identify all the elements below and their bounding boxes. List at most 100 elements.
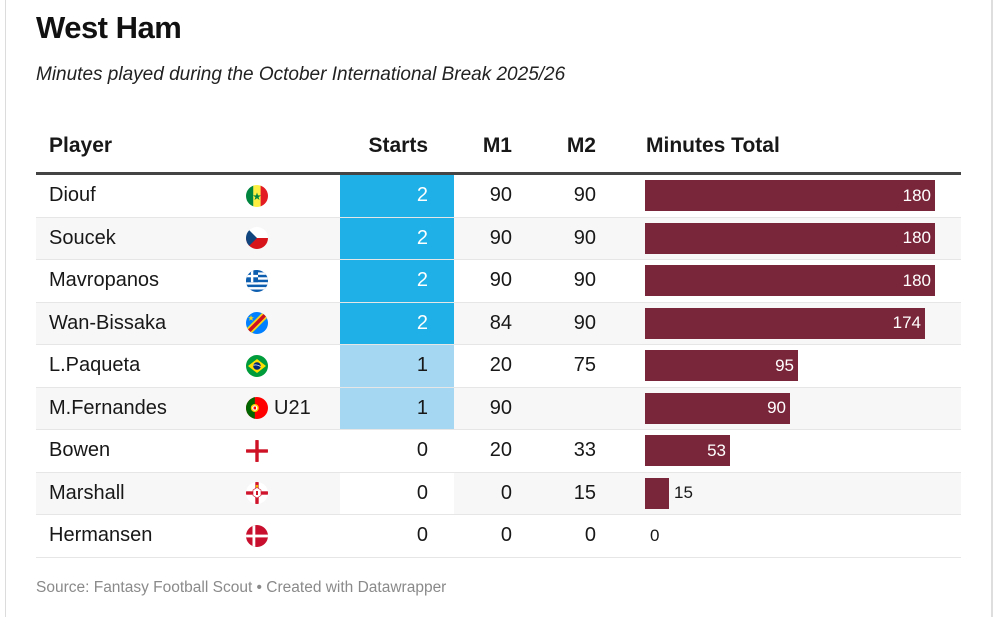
column-header-m1[interactable]: M1 bbox=[482, 134, 512, 157]
greece-flag-icon bbox=[246, 269, 268, 292]
table-row: Hermansen 0 0 0 0 bbox=[36, 515, 961, 558]
column-header-minutes-total[interactable]: Minutes Total bbox=[646, 134, 780, 157]
minutes-total-bar: 90 bbox=[645, 392, 790, 424]
minutes-total-cell: 180 bbox=[645, 175, 945, 217]
m2-minutes: 75 bbox=[573, 354, 596, 377]
nationality bbox=[246, 218, 268, 260]
minutes-total-cell: 180 bbox=[645, 218, 945, 260]
nationality: U21 bbox=[246, 388, 311, 430]
starts-value: 1 bbox=[340, 345, 454, 387]
m2-minutes: 15 bbox=[573, 481, 596, 504]
player-name: Hermansen bbox=[49, 524, 153, 547]
column-header-m2[interactable]: M2 bbox=[566, 134, 596, 157]
minutes-total-bar: 174 bbox=[645, 307, 925, 339]
u21-badge: U21 bbox=[274, 396, 311, 419]
starts-value: 0 bbox=[340, 430, 454, 472]
minutes-total-bar: 180 bbox=[645, 222, 935, 254]
minutes-total-cell: 174 bbox=[645, 303, 945, 345]
starts-value: 2 bbox=[340, 175, 454, 217]
brazil-flag-icon bbox=[246, 354, 268, 377]
nationality bbox=[246, 175, 268, 217]
m2-minutes: 0 bbox=[584, 524, 596, 547]
column-header-player[interactable]: Player bbox=[49, 134, 113, 157]
m1-minutes: 20 bbox=[489, 439, 512, 462]
nationality bbox=[246, 303, 268, 345]
table-header: Player Starts M1 M2 Minutes Total bbox=[36, 126, 961, 175]
minutes-total-cell: 0 bbox=[645, 515, 945, 557]
northern-ireland-flag-icon bbox=[246, 482, 268, 505]
m1-minutes: 20 bbox=[489, 354, 512, 377]
minutes-total-bar: 180 bbox=[645, 265, 935, 297]
table-row: Marshall 0 0 15 15 bbox=[36, 472, 961, 515]
minutes-total-value: 174 bbox=[892, 313, 921, 333]
starts-value: 2 bbox=[340, 260, 454, 302]
nationality bbox=[246, 430, 268, 472]
nationality bbox=[246, 345, 268, 387]
starts-value: 2 bbox=[340, 217, 454, 259]
table-row: Bowen 0 20 33 53 bbox=[36, 430, 961, 473]
frame-border-left bbox=[5, 0, 6, 617]
starts-value: 0 bbox=[340, 515, 454, 557]
minutes-total-cell: 90 bbox=[645, 388, 945, 430]
starts-value: 1 bbox=[340, 387, 454, 429]
minutes-total-value: 53 bbox=[707, 440, 726, 460]
m1-minutes: 0 bbox=[500, 524, 512, 547]
dr-congo-flag-icon bbox=[246, 312, 268, 335]
m1-minutes: 90 bbox=[489, 184, 512, 207]
table-row: Diouf 2 90 90 180 bbox=[36, 175, 961, 218]
source-footer: Source: Fantasy Football Scout • Created… bbox=[36, 579, 447, 596]
player-name: Soucek bbox=[49, 226, 116, 249]
m1-minutes: 0 bbox=[500, 481, 512, 504]
table-body: Diouf 2 90 90 180 Soucek 2 90 90 180 Mav… bbox=[36, 175, 961, 558]
nationality bbox=[246, 260, 268, 302]
chart-title: West Ham bbox=[36, 10, 182, 45]
player-name: Bowen bbox=[49, 439, 111, 462]
minutes-total-value: 90 bbox=[767, 398, 786, 418]
m2-minutes: 33 bbox=[573, 439, 596, 462]
portugal-flag-icon bbox=[246, 397, 268, 420]
minutes-total-bar: 180 bbox=[645, 180, 935, 212]
minutes-total-value: 180 bbox=[902, 185, 931, 205]
minutes-total-value: 180 bbox=[902, 228, 931, 248]
table-row: Mavropanos 2 90 90 180 bbox=[36, 260, 961, 303]
chart-subtitle: Minutes played during the October Intern… bbox=[36, 64, 566, 85]
m1-minutes: 90 bbox=[489, 269, 512, 292]
starts-value: 0 bbox=[340, 472, 454, 514]
m2-minutes: 90 bbox=[573, 311, 596, 334]
england-flag-icon bbox=[246, 439, 268, 462]
minutes-total-bar: 95 bbox=[645, 350, 798, 382]
minutes-total-cell: 53 bbox=[645, 430, 945, 472]
table-row: L.Paqueta 1 20 75 95 bbox=[36, 345, 961, 388]
player-name: Mavropanos bbox=[49, 269, 160, 292]
column-header-starts[interactable]: Starts bbox=[368, 134, 428, 157]
denmark-flag-icon bbox=[246, 524, 268, 547]
senegal-flag-icon bbox=[246, 184, 268, 207]
m2-minutes: 90 bbox=[573, 226, 596, 249]
minutes-total-value: 180 bbox=[902, 270, 931, 290]
minutes-table: Player Starts M1 M2 Minutes Total Diouf … bbox=[36, 126, 961, 558]
minutes-total-bar bbox=[645, 477, 669, 509]
m2-minutes: 90 bbox=[573, 184, 596, 207]
frame-border-right bbox=[991, 0, 993, 617]
minutes-total-cell: 180 bbox=[645, 260, 945, 302]
player-name: Marshall bbox=[49, 481, 125, 504]
player-name: L.Paqueta bbox=[49, 354, 141, 377]
player-name: M.Fernandes bbox=[49, 396, 167, 419]
nationality bbox=[246, 515, 268, 557]
m2-minutes: 90 bbox=[573, 269, 596, 292]
table-row: Soucek 2 90 90 180 bbox=[36, 217, 961, 260]
minutes-total-cell: 95 bbox=[645, 345, 945, 387]
table-row: Wan-Bissaka 2 84 90 174 bbox=[36, 302, 961, 345]
nationality bbox=[246, 473, 268, 515]
m2-minutes bbox=[540, 388, 596, 430]
player-name: Diouf bbox=[49, 184, 96, 207]
minutes-total-cell: 15 bbox=[645, 473, 945, 515]
starts-value: 2 bbox=[340, 302, 454, 344]
minutes-total-value: 0 bbox=[650, 525, 660, 545]
czech-republic-flag-icon bbox=[246, 227, 268, 250]
table-row: M.Fernandes U21 1 90 90 bbox=[36, 387, 961, 430]
m1-minutes: 84 bbox=[489, 311, 512, 334]
minutes-total-value: 15 bbox=[674, 483, 693, 503]
minutes-total-value: 95 bbox=[775, 355, 794, 375]
minutes-total-bar: 53 bbox=[645, 435, 730, 467]
